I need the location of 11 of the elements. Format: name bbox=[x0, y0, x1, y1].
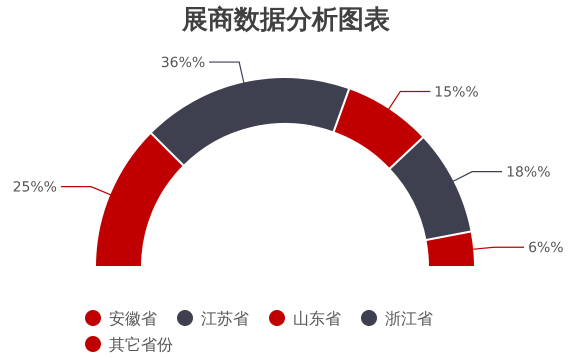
data-label: 25%% bbox=[12, 180, 57, 196]
data-label: 6%% bbox=[528, 240, 564, 256]
legend-label: 山东省 bbox=[293, 309, 341, 328]
data-label: 36%% bbox=[160, 55, 206, 72]
chart-title: 展商数据分析图表 bbox=[181, 5, 390, 35]
legend-label: 浙江省 bbox=[385, 309, 433, 328]
legend-label: 安徽省 bbox=[109, 309, 157, 328]
legend-label: 其它省份 bbox=[109, 335, 173, 354]
data-label: 18%% bbox=[506, 164, 551, 181]
data-label: 15%% bbox=[434, 84, 479, 100]
legend-label: 江苏省 bbox=[201, 309, 249, 328]
